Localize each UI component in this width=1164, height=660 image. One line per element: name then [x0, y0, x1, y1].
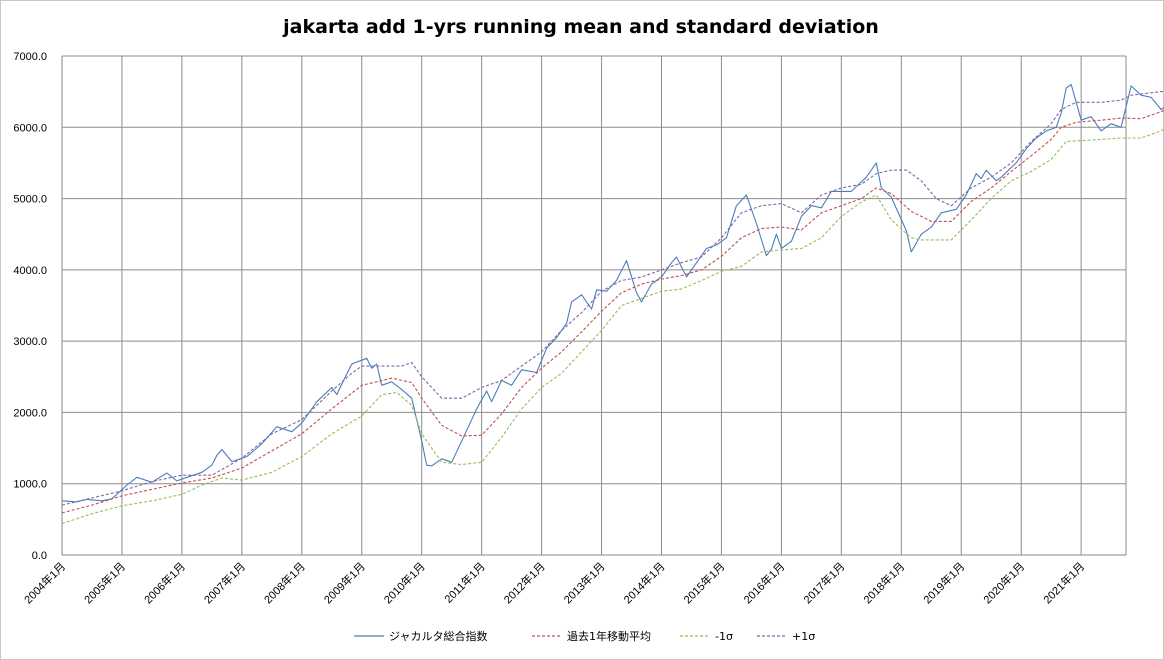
y-tick-label: 2000.0 — [13, 407, 47, 419]
x-tick-label: 2019年1月 — [920, 559, 967, 606]
legend: ジャカルタ総合指数 過去1年移動平均 -1σ +1σ — [354, 629, 815, 643]
x-tick-label: 2016年1月 — [740, 559, 787, 606]
y-tick-label: 4000.0 — [13, 265, 47, 277]
legend-label: 過去1年移動平均 — [567, 629, 651, 643]
x-tick-label: 2011年1月 — [441, 559, 488, 606]
series-lines — [61, 83, 1164, 525]
x-tick-label: 2010年1月 — [381, 559, 428, 606]
legend-label: +1σ — [792, 630, 815, 643]
series-line-index — [61, 83, 1164, 503]
series-line-minus-sigma — [61, 128, 1164, 525]
y-tick-label: 3000.0 — [13, 336, 47, 348]
gridlines — [61, 55, 1127, 556]
y-tick-label: 5000.0 — [13, 194, 47, 206]
x-axis: 2004年1月 2005年1月 2006年1月 2007年1月 2008年1月 2009年… — [21, 554, 1126, 606]
x-tick-label: 2009年1月 — [321, 559, 368, 606]
x-tick-label: 2015年1月 — [680, 559, 727, 606]
y-tick-label: 6000.0 — [13, 122, 47, 134]
x-tick-label: 2018年1月 — [860, 559, 907, 606]
series-line-moving-average — [61, 109, 1164, 514]
y-tick-label: 0.0 — [32, 550, 47, 562]
legend-label: -1σ — [715, 630, 733, 643]
y-tick-label: 7000.0 — [13, 51, 47, 63]
x-tick-label: 2007年1月 — [201, 559, 248, 606]
x-tick-label: 2006年1月 — [141, 559, 188, 606]
x-tick-label: 2005年1月 — [81, 559, 128, 606]
series-line-plus-sigma — [61, 91, 1164, 506]
x-tick-label: 2017年1月 — [800, 559, 847, 606]
x-tick-label: 2021年1月 — [1040, 559, 1087, 606]
legend-label: ジャカルタ総合指数 — [389, 629, 487, 643]
x-tick-label: 2020年1月 — [980, 559, 1027, 606]
x-tick-label: 2008年1月 — [261, 559, 308, 606]
x-tick-label: 2014年1月 — [621, 559, 668, 606]
x-tick-label: 2012年1月 — [501, 559, 548, 606]
x-tick-label: 2013年1月 — [561, 559, 608, 606]
x-tick-label: 2004年1月 — [21, 559, 68, 606]
y-axis: 0.0 1000.0 2000.0 3000.0 4000.0 5000.0 6000.0 7… — [13, 51, 63, 562]
chart-title: jakarta add 1-yrs running mean and stand… — [282, 16, 879, 38]
y-tick-label: 1000.0 — [13, 479, 47, 491]
